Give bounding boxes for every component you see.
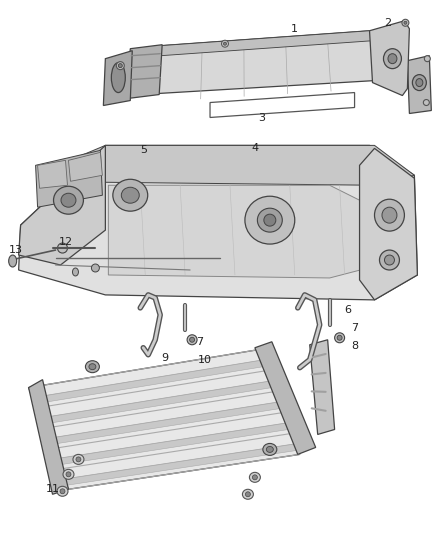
Polygon shape: [28, 350, 300, 489]
Ellipse shape: [404, 21, 407, 25]
Polygon shape: [108, 185, 379, 278]
Ellipse shape: [92, 264, 99, 272]
Ellipse shape: [187, 335, 197, 345]
Text: 3: 3: [258, 114, 265, 124]
Ellipse shape: [424, 100, 429, 106]
Ellipse shape: [9, 255, 17, 267]
Text: 1: 1: [291, 24, 298, 34]
Text: 2: 2: [384, 18, 391, 28]
Ellipse shape: [245, 492, 251, 497]
Polygon shape: [49, 402, 281, 445]
Ellipse shape: [335, 333, 345, 343]
Text: 5: 5: [140, 146, 147, 155]
Ellipse shape: [263, 443, 277, 455]
Polygon shape: [360, 148, 417, 300]
Ellipse shape: [388, 54, 397, 63]
Ellipse shape: [121, 187, 139, 203]
Polygon shape: [32, 360, 265, 404]
Ellipse shape: [374, 199, 404, 231]
Ellipse shape: [245, 196, 295, 244]
Ellipse shape: [73, 455, 84, 464]
Ellipse shape: [264, 214, 276, 226]
Text: 13: 13: [9, 245, 23, 255]
Ellipse shape: [63, 470, 74, 479]
Text: 8: 8: [351, 341, 358, 351]
Text: 9: 9: [162, 353, 169, 363]
Ellipse shape: [118, 63, 122, 68]
Ellipse shape: [424, 55, 430, 62]
Polygon shape: [157, 31, 374, 94]
Text: 12: 12: [58, 237, 73, 247]
Text: 4: 4: [251, 143, 258, 154]
Polygon shape: [127, 45, 162, 99]
Ellipse shape: [111, 63, 125, 93]
Ellipse shape: [384, 49, 401, 69]
Polygon shape: [57, 423, 290, 465]
Polygon shape: [407, 55, 431, 114]
Ellipse shape: [413, 75, 426, 91]
Ellipse shape: [416, 78, 423, 86]
Ellipse shape: [113, 179, 148, 211]
Ellipse shape: [61, 193, 76, 207]
Ellipse shape: [222, 40, 229, 47]
Polygon shape: [68, 152, 102, 181]
Polygon shape: [35, 150, 102, 207]
Polygon shape: [64, 444, 298, 485]
Ellipse shape: [76, 457, 81, 462]
Ellipse shape: [252, 475, 258, 480]
Text: 11: 11: [46, 484, 60, 494]
Ellipse shape: [382, 207, 397, 223]
Polygon shape: [19, 146, 417, 300]
Ellipse shape: [57, 486, 68, 496]
Ellipse shape: [190, 337, 194, 342]
Polygon shape: [63, 146, 414, 185]
Ellipse shape: [223, 42, 226, 45]
Ellipse shape: [249, 472, 260, 482]
Polygon shape: [310, 340, 335, 434]
Polygon shape: [41, 381, 273, 424]
Ellipse shape: [85, 361, 99, 373]
Text: 7: 7: [197, 337, 204, 347]
Ellipse shape: [117, 62, 124, 70]
Text: 7: 7: [351, 323, 358, 333]
Ellipse shape: [402, 19, 409, 26]
Ellipse shape: [53, 186, 83, 214]
Ellipse shape: [66, 472, 71, 477]
Text: 6: 6: [344, 305, 351, 315]
Ellipse shape: [60, 489, 65, 494]
Ellipse shape: [266, 447, 273, 453]
Polygon shape: [38, 160, 67, 188]
Ellipse shape: [337, 335, 342, 340]
Polygon shape: [19, 146, 106, 265]
Ellipse shape: [379, 250, 399, 270]
Polygon shape: [160, 31, 372, 55]
Polygon shape: [255, 342, 316, 455]
Ellipse shape: [258, 208, 283, 232]
Polygon shape: [103, 51, 132, 106]
Polygon shape: [28, 379, 68, 494]
Ellipse shape: [89, 364, 96, 370]
Ellipse shape: [72, 268, 78, 276]
Polygon shape: [370, 21, 410, 95]
Ellipse shape: [242, 489, 254, 499]
Ellipse shape: [385, 255, 395, 265]
Text: 10: 10: [198, 354, 212, 365]
Ellipse shape: [57, 243, 67, 253]
